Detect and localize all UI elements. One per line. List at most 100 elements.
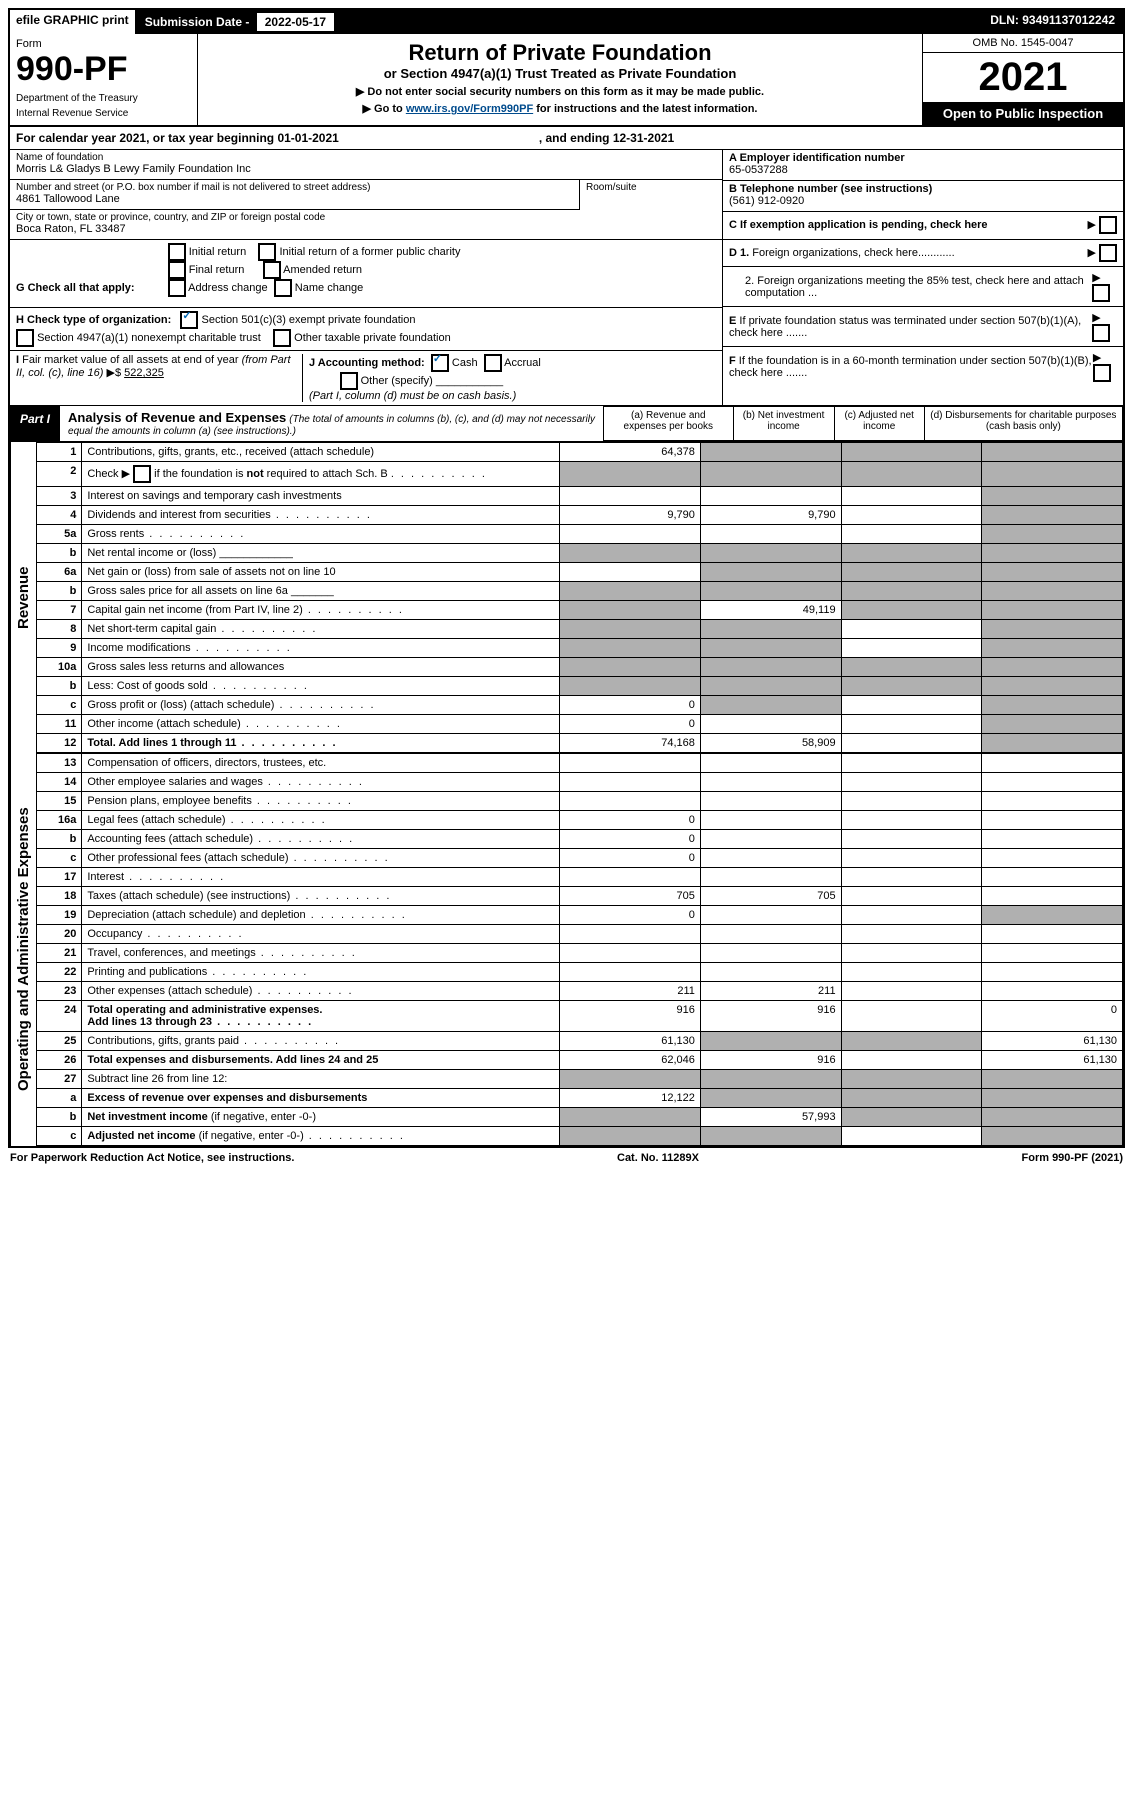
expenses-side-label: Operating and Administrative Expenses (10, 753, 36, 1146)
row-6a: 6aNet gain or (loss) from sale of assets… (37, 563, 1123, 582)
submission-date-value: 2022-05-17 (257, 13, 334, 31)
c-exemption: C If exemption application is pending, c… (723, 212, 1123, 238)
form-990pf: efile GRAPHIC print Submission Date - 20… (8, 8, 1125, 1148)
cat-no: Cat. No. 11289X (617, 1152, 699, 1164)
c-checkbox[interactable] (1099, 216, 1117, 234)
ein-value: 65-0537288 (729, 164, 1117, 176)
efile-print[interactable]: efile GRAPHIC print (10, 10, 137, 34)
row-27a: aExcess of revenue over expenses and dis… (37, 1089, 1123, 1108)
row-4: 4Dividends and interest from securities9… (37, 506, 1123, 525)
h-check: H Check type of organization: Section 50… (10, 308, 722, 351)
header-left: Form 990-PF Department of the Treasury I… (10, 34, 198, 125)
g-name-checkbox[interactable] (274, 279, 292, 297)
e-terminated: E If private foundation status was termi… (723, 307, 1123, 347)
form-header: Form 990-PF Department of the Treasury I… (10, 34, 1123, 127)
j-cash-checkbox[interactable] (431, 354, 449, 372)
row-10c: cGross profit or (loss) (attach schedule… (37, 696, 1123, 715)
expenses-section: Operating and Administrative Expenses 13… (10, 753, 1123, 1146)
revenue-section: Revenue 1Contributions, gifts, grants, e… (10, 442, 1123, 753)
part1-header: Part I Analysis of Revenue and Expenses … (10, 406, 1123, 442)
d1-checkbox[interactable] (1099, 244, 1117, 262)
city-cell: City or town, state or province, country… (10, 210, 722, 239)
j-accounting: J Accounting method: Cash Accrual Other … (303, 354, 541, 402)
row-21: 21Travel, conferences, and meetings (37, 944, 1123, 963)
cal-end: , and ending 12-31-2021 (539, 131, 674, 145)
g-initial-former-checkbox[interactable] (258, 243, 276, 261)
row-18: 18Taxes (attach schedule) (see instructi… (37, 887, 1123, 906)
revenue-table: 1Contributions, gifts, grants, etc., rec… (36, 442, 1123, 753)
info-right: A Employer identification number 65-0537… (722, 150, 1123, 239)
h-501c3-checkbox[interactable] (180, 311, 198, 329)
j-accrual-checkbox[interactable] (484, 354, 502, 372)
col-b: (b) Net investment income (733, 407, 834, 441)
irs: Internal Revenue Service (16, 108, 191, 119)
foundation-name: Morris L& Gladys B Lewy Family Foundatio… (16, 163, 716, 175)
j-other-checkbox[interactable] (340, 372, 358, 390)
foundation-name-cell: Name of foundation Morris L& Gladys B Le… (10, 150, 722, 180)
row-27: 27Subtract line 26 from line 12: (37, 1070, 1123, 1089)
part1-title: Analysis of Revenue and Expenses (68, 410, 286, 425)
row-12: 12Total. Add lines 1 through 1174,16858,… (37, 734, 1123, 753)
open-public: Open to Public Inspection (923, 102, 1123, 125)
calendar-year-row: For calendar year 2021, or tax year begi… (10, 127, 1123, 150)
header-right: OMB No. 1545-0047 2021 Open to Public In… (922, 34, 1123, 125)
form-title: Return of Private Foundation (204, 40, 916, 66)
form-subtitle: or Section 4947(a)(1) Trust Treated as P… (204, 66, 916, 81)
row-20: 20Occupancy (37, 925, 1123, 944)
cal-begin: For calendar year 2021, or tax year begi… (16, 131, 339, 145)
phone-value: (561) 912-0920 (729, 195, 1117, 207)
h-label: H Check type of organization: (16, 314, 171, 326)
footer: For Paperwork Reduction Act Notice, see … (8, 1148, 1125, 1168)
dln-value: 93491137012242 (1022, 13, 1115, 27)
row-8: 8Net short-term capital gain (37, 620, 1123, 639)
dln: DLN: 93491137012242 (982, 10, 1123, 34)
i-label: I (16, 354, 19, 366)
g-label: G Check all that apply: (16, 282, 135, 294)
row-7: 7Capital gain net income (from Part IV, … (37, 601, 1123, 620)
submission-label: Submission Date - (145, 15, 253, 29)
f-checkbox[interactable] (1093, 364, 1111, 382)
room-label: Room/suite (586, 182, 716, 193)
g-amended-checkbox[interactable] (263, 261, 281, 279)
i-fair-market: I Fair market value of all assets at end… (16, 354, 303, 402)
row-6b: bGross sales price for all assets on lin… (37, 582, 1123, 601)
h-4947-checkbox[interactable] (16, 329, 34, 347)
paperwork-notice: For Paperwork Reduction Act Notice, see … (10, 1152, 294, 1164)
row-27c: cAdjusted net income (if negative, enter… (37, 1127, 1123, 1146)
g-initial-checkbox[interactable] (168, 243, 186, 261)
submission-date: Submission Date - 2022-05-17 (137, 10, 983, 34)
d2-checkbox[interactable] (1092, 284, 1110, 302)
j-note: (Part I, column (d) must be on cash basi… (309, 390, 516, 402)
top-bar: efile GRAPHIC print Submission Date - 20… (10, 10, 1123, 34)
schb-checkbox[interactable] (133, 465, 151, 483)
room-suite-cell: Room/suite (579, 180, 722, 210)
j-label: J Accounting method: (309, 357, 425, 369)
form-label: Form (16, 38, 191, 50)
h-other-checkbox[interactable] (273, 329, 291, 347)
d1-foreign: D 1. Foreign organizations, check here..… (723, 240, 1123, 267)
row-9: 9Income modifications (37, 639, 1123, 658)
g-final-checkbox[interactable] (168, 261, 186, 279)
ssn-note: ▶ Do not enter social security numbers o… (204, 85, 916, 98)
row-13: 13Compensation of officers, directors, t… (37, 754, 1123, 773)
row-16c: cOther professional fees (attach schedul… (37, 849, 1123, 868)
c-label: C If exemption application is pending, c… (729, 219, 988, 231)
e-checkbox[interactable] (1092, 324, 1110, 342)
col-c: (c) Adjusted net income (834, 407, 924, 441)
row-3: 3Interest on savings and temporary cash … (37, 487, 1123, 506)
row-5a: 5aGross rents (37, 525, 1123, 544)
ein-label: A Employer identification number (729, 152, 1117, 164)
form-number: 990-PF (16, 50, 191, 89)
irs-link[interactable]: www.irs.gov/Form990PF (406, 103, 533, 115)
info-block: Name of foundation Morris L& Gladys B Le… (10, 150, 1123, 240)
g-address-checkbox[interactable] (168, 279, 186, 297)
col-a: (a) Revenue and expenses per books (604, 407, 734, 441)
def-right: D 1. Foreign organizations, check here..… (722, 240, 1123, 405)
row-1: 1Contributions, gifts, grants, etc., rec… (37, 443, 1123, 462)
row-24: 24Total operating and administrative exp… (37, 1001, 1123, 1032)
omb-number: OMB No. 1545-0047 (923, 34, 1123, 53)
part1-desc: Analysis of Revenue and Expenses (The to… (60, 406, 603, 441)
address-cell: Number and street (or P.O. box number if… (10, 180, 579, 210)
row-26: 26Total expenses and disbursements. Add … (37, 1051, 1123, 1070)
row-5b: bNet rental income or (loss) ___________… (37, 544, 1123, 563)
